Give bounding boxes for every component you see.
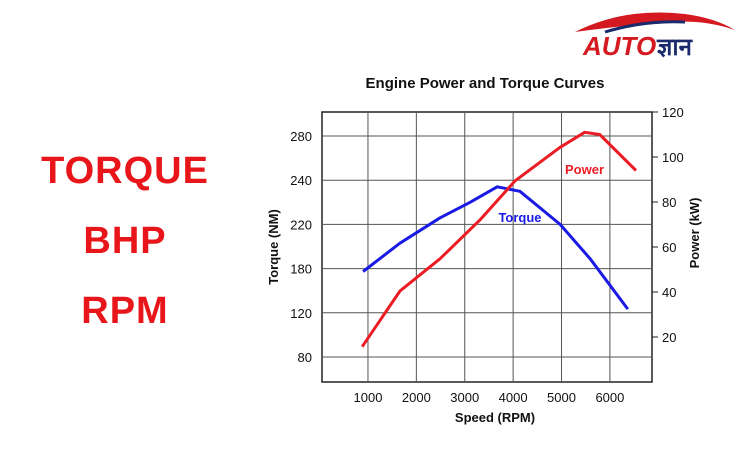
y2-tick-label: 40	[662, 285, 676, 300]
y2-tick-label: 80	[662, 195, 676, 210]
x-axis-label: Speed (RPM)	[455, 410, 535, 425]
x-tick-label: 3000	[450, 390, 479, 405]
logo: AUTO ज्ञान	[575, 12, 735, 61]
series-label: Power	[565, 162, 604, 177]
logo-script: ज्ञान	[656, 34, 694, 61]
y-tick-label: 220	[290, 217, 312, 232]
plot-area	[321, 111, 653, 383]
y-tick-label: 240	[290, 173, 312, 188]
y-tick-label: 280	[290, 129, 312, 144]
series-line	[360, 130, 638, 348]
y-tick-label: 180	[290, 262, 312, 277]
y2-tick-label: 120	[662, 105, 684, 120]
x-tick-label: 4000	[499, 390, 528, 405]
y-tick-label: 80	[298, 350, 312, 365]
y2-tick-label: 20	[662, 330, 676, 345]
series-line	[362, 185, 630, 310]
x-tick-label: 1000	[354, 390, 383, 405]
y-tick-label: 120	[290, 306, 312, 321]
y2-axis-label: Power (kW)	[687, 198, 702, 269]
y2-tick-label: 60	[662, 240, 676, 255]
logo-swoosh	[604, 20, 686, 34]
keyword: RPM	[81, 290, 169, 332]
x-tick-label: 2000	[402, 390, 431, 405]
series-label: Torque	[498, 210, 541, 225]
keyword: TORQUE	[41, 150, 209, 192]
y-axis-label: Torque (NM)	[266, 209, 281, 285]
logo-text: AUTO	[582, 31, 656, 61]
x-tick-label: 5000	[547, 390, 576, 405]
keyword: BHP	[83, 220, 167, 262]
x-tick-label: 6000	[595, 390, 624, 405]
y2-tick-label: 100	[662, 150, 684, 165]
chart-title: Engine Power and Torque Curves	[366, 75, 605, 92]
